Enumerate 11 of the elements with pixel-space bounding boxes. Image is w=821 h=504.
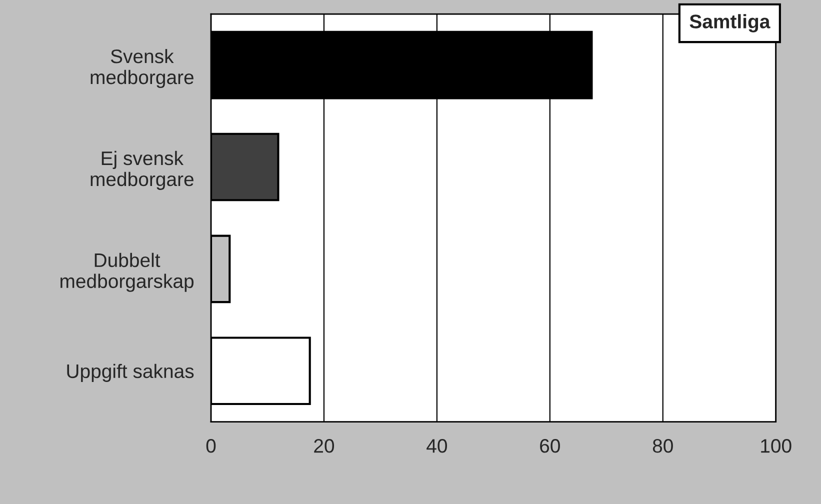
x-tick-label: 60 (540, 439, 560, 453)
x-tick-label: 40 (426, 439, 447, 453)
y-tick-label: Uppgift saknas (67, 364, 194, 382)
x-tick-label: 0 (206, 439, 216, 453)
x-tick-label: 100 (761, 439, 792, 453)
x-tick-label: 20 (314, 439, 334, 453)
y-tick-label: Svensk medborgare (90, 48, 194, 88)
x-tick-label: 80 (652, 439, 673, 453)
y-tick-label: Dubbelt medborgarskap (60, 252, 194, 292)
chart-title: Samtliga (690, 14, 770, 32)
y-tick-label: Ej svensk medborgare (90, 150, 194, 190)
